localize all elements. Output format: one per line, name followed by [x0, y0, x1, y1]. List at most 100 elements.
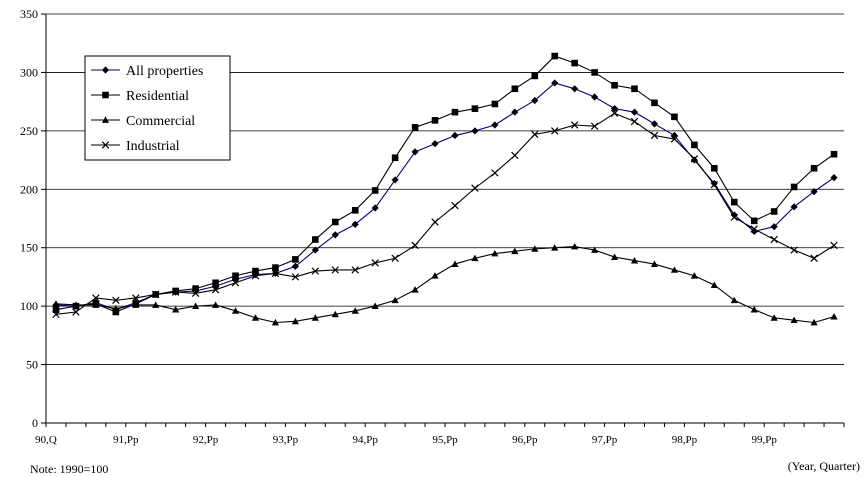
data-point-all-properties: [770, 223, 778, 231]
legend-marker-commercial: [101, 116, 110, 123]
data-point-all-properties: [750, 227, 758, 235]
series-lines: [55, 55, 835, 324]
data-point-commercial: [531, 245, 539, 252]
data-point-industrial: [630, 117, 639, 126]
data-point-residential: [371, 187, 379, 194]
data-point-all-properties: [231, 275, 240, 283]
chart-note: Note: 1990=100: [30, 462, 109, 476]
legend-marker-residential: [102, 91, 109, 99]
data-point-residential: [511, 85, 519, 93]
legend-marker-all-properties: [101, 66, 110, 74]
legend-label-residential: Residential: [126, 89, 189, 104]
x-axis-label: (Year, Quarter): [788, 459, 860, 473]
data-point-residential: [292, 256, 299, 263]
legend: All properties Residential Commercial Indus…: [84, 55, 231, 161]
data-point-commercial: [770, 314, 778, 321]
y-tick-labels: 0 50 100 150 200 250 300 350: [20, 7, 38, 430]
data-point-commercial: [231, 307, 240, 314]
data-point-commercial: [152, 301, 160, 308]
x-tick-label: 96,Pp: [512, 434, 538, 446]
y-tick-label: 200: [20, 182, 38, 196]
data-point-residential: [750, 217, 758, 225]
data-point-commercial: [431, 272, 439, 279]
data-point-residential: [312, 236, 319, 243]
data-point-industrial: [710, 180, 719, 189]
data-point-residential: [431, 117, 439, 124]
data-point-residential: [770, 208, 778, 215]
data-point-commercial: [132, 301, 140, 308]
x-tick-label: 98,Pp: [672, 434, 698, 446]
data-point-commercial: [790, 316, 798, 324]
series-line-residential: [55, 55, 835, 313]
data-point-residential: [491, 100, 499, 108]
y-tick-label: 350: [20, 7, 38, 21]
data-point-industrial: [311, 267, 320, 275]
data-point-commercial: [830, 313, 838, 320]
data-point-residential: [272, 264, 279, 271]
data-point-commercial: [551, 244, 559, 251]
data-point-commercial: [491, 249, 499, 257]
data-point-industrial: [152, 290, 160, 299]
data-point-residential: [451, 108, 459, 116]
data-point-residential: [551, 52, 559, 60]
data-point-all-properties: [371, 204, 379, 212]
data-point-industrial: [371, 259, 379, 267]
data-point-all-properties: [491, 121, 499, 129]
data-point-residential: [711, 164, 718, 172]
legend-box: [84, 55, 231, 161]
data-point-all-properties: [331, 231, 339, 239]
data-point-industrial: [52, 310, 60, 319]
data-point-all-properties: [830, 174, 838, 182]
data-point-all-properties: [571, 85, 579, 93]
data-point-industrial: [92, 294, 100, 302]
data-point-commercial: [351, 307, 359, 314]
data-point-residential: [671, 113, 678, 121]
data-point-industrial: [491, 169, 499, 177]
data-point-residential: [331, 218, 339, 226]
x-tick-labels: 90,Q 91,Pp 92,Pp 93,Pp 94,Pp 95,Pp 96,Pp 97,Pp 9…: [35, 434, 777, 446]
data-point-residential: [212, 279, 219, 287]
data-point-all-properties: [710, 179, 718, 188]
legend-marker-industrial: [101, 141, 110, 149]
data-point-all-properties: [311, 246, 319, 254]
data-point-commercial: [72, 301, 80, 308]
data-point-residential: [651, 99, 658, 107]
data-point-industrial: [790, 246, 798, 254]
x-tick-label: 92,Pp: [193, 434, 219, 446]
x-tick-label: 99,Pp: [752, 434, 778, 446]
data-point-industrial: [411, 241, 419, 250]
data-point-commercial: [591, 246, 599, 253]
data-point-all-properties: [551, 79, 559, 87]
y-tick-label: 300: [20, 65, 38, 79]
data-point-residential: [351, 207, 359, 214]
data-point-all-properties: [351, 220, 359, 228]
data-point-residential: [112, 308, 120, 316]
data-point-industrial: [511, 151, 519, 160]
y-tick-label: 0: [32, 416, 38, 430]
data-point-all-properties: [730, 211, 738, 219]
data-point-all-properties: [591, 93, 599, 101]
data-point-all-properties: [391, 176, 399, 184]
data-point-industrial: [750, 225, 758, 233]
data-point-commercial: [411, 286, 419, 293]
data-point-industrial: [231, 279, 240, 287]
data-point-industrial: [551, 127, 559, 135]
data-point-industrial: [531, 130, 539, 139]
legend-label-industrial: Industrial: [126, 139, 180, 154]
data-point-industrial: [730, 213, 738, 222]
data-point-industrial: [72, 308, 80, 316]
data-point-commercial: [710, 281, 718, 288]
data-point-commercial: [271, 318, 280, 326]
y-tick-label: 100: [20, 299, 38, 313]
data-point-residential: [391, 154, 399, 162]
data-point-residential: [411, 124, 419, 131]
data-point-commercial: [311, 314, 319, 321]
data-point-industrial: [570, 121, 579, 129]
data-point-commercial: [471, 254, 479, 262]
data-point-commercial: [291, 317, 299, 325]
data-point-all-properties: [531, 96, 539, 105]
data-point-residential: [730, 198, 738, 206]
data-point-all-properties: [810, 188, 818, 196]
data-point-all-properties: [471, 127, 479, 135]
